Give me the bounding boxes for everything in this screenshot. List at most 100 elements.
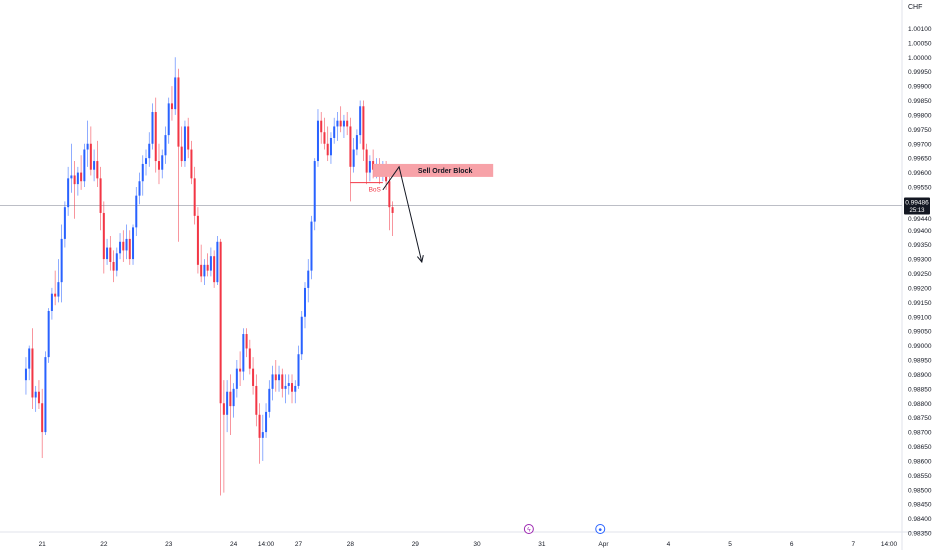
candle[interactable]: [242, 334, 245, 372]
candle[interactable]: [278, 374, 281, 381]
candle[interactable]: [206, 264, 209, 271]
candle[interactable]: [93, 161, 96, 170]
candle[interactable]: [109, 247, 112, 262]
candle[interactable]: [203, 264, 206, 277]
candle[interactable]: [67, 178, 70, 208]
candle[interactable]: [368, 161, 371, 173]
candle[interactable]: [167, 103, 170, 136]
candle[interactable]: [115, 253, 118, 271]
candle[interactable]: [216, 241, 219, 283]
candle[interactable]: [122, 241, 125, 251]
candle[interactable]: [193, 178, 196, 216]
candle[interactable]: [235, 368, 238, 389]
event-marker[interactable]: [595, 524, 606, 534]
candle[interactable]: [342, 120, 345, 127]
candle[interactable]: [128, 238, 131, 260]
candle[interactable]: [297, 354, 300, 386]
candle[interactable]: [219, 241, 222, 404]
candle[interactable]: [89, 143, 92, 170]
candle[interactable]: [310, 221, 313, 271]
candle[interactable]: [268, 388, 271, 412]
projection-arrow[interactable]: [382, 165, 423, 263]
candle[interactable]: [300, 316, 303, 355]
candle[interactable]: [73, 175, 76, 185]
candle[interactable]: [86, 143, 89, 150]
candle[interactable]: [313, 161, 316, 222]
candle[interactable]: [359, 106, 362, 136]
candle[interactable]: [135, 195, 138, 228]
candle[interactable]: [291, 383, 294, 392]
candle[interactable]: [326, 143, 329, 156]
candle[interactable]: [284, 385, 287, 389]
candle[interactable]: [190, 149, 193, 179]
candle[interactable]: [239, 368, 242, 372]
candle[interactable]: [70, 175, 73, 179]
candle[interactable]: [265, 411, 268, 433]
candle[interactable]: [271, 374, 274, 389]
candle[interactable]: [80, 172, 83, 182]
candle[interactable]: [258, 414, 261, 438]
candle[interactable]: [157, 161, 160, 170]
candle[interactable]: [362, 106, 365, 150]
candle[interactable]: [336, 120, 339, 127]
candle[interactable]: [99, 178, 102, 213]
candle[interactable]: [141, 163, 144, 182]
candle[interactable]: [252, 368, 255, 386]
candle[interactable]: [154, 112, 157, 162]
candle[interactable]: [281, 374, 284, 389]
candle[interactable]: [34, 391, 37, 398]
candle[interactable]: [96, 161, 99, 179]
candle[interactable]: [164, 135, 167, 156]
candle[interactable]: [76, 172, 79, 185]
candle[interactable]: [303, 287, 306, 317]
candle[interactable]: [323, 132, 326, 144]
candle[interactable]: [222, 403, 225, 415]
candle[interactable]: [83, 149, 86, 182]
candle[interactable]: [47, 310, 50, 358]
candle[interactable]: [209, 256, 212, 271]
candle[interactable]: [333, 126, 336, 138]
candle[interactable]: [307, 270, 310, 288]
candle[interactable]: [261, 432, 264, 438]
candle[interactable]: [57, 282, 60, 297]
candle[interactable]: [125, 238, 128, 251]
candle[interactable]: [138, 181, 141, 196]
candle[interactable]: [339, 120, 342, 127]
candle[interactable]: [102, 212, 105, 260]
candle[interactable]: [232, 388, 235, 407]
candle[interactable]: [245, 334, 248, 349]
sell-order-block-zone[interactable]: [373, 163, 494, 177]
candle[interactable]: [106, 247, 109, 260]
candle[interactable]: [294, 385, 297, 392]
candle[interactable]: [320, 120, 323, 133]
candle[interactable]: [352, 149, 355, 167]
candle[interactable]: [187, 126, 190, 150]
candle[interactable]: [213, 256, 216, 283]
candle[interactable]: [28, 348, 31, 369]
candle[interactable]: [274, 374, 277, 381]
candle[interactable]: [41, 403, 44, 433]
candle[interactable]: [148, 143, 151, 159]
candle[interactable]: [151, 112, 154, 144]
candle[interactable]: [145, 158, 148, 164]
candle[interactable]: [24, 368, 27, 381]
candle[interactable]: [183, 126, 186, 162]
plot-area[interactable]: [0, 0, 902, 532]
candle[interactable]: [54, 293, 57, 297]
candle[interactable]: [37, 391, 40, 404]
candle[interactable]: [388, 181, 391, 208]
candle[interactable]: [50, 293, 53, 311]
candle[interactable]: [316, 120, 319, 162]
candle[interactable]: [226, 391, 229, 415]
candle[interactable]: [132, 227, 135, 260]
event-marker[interactable]: [523, 524, 534, 534]
candle[interactable]: [180, 146, 183, 162]
candle[interactable]: [196, 215, 199, 265]
candle[interactable]: [248, 348, 251, 369]
candle[interactable]: [255, 385, 258, 415]
candle[interactable]: [355, 135, 358, 150]
candle[interactable]: [200, 264, 203, 277]
candle[interactable]: [161, 155, 164, 170]
